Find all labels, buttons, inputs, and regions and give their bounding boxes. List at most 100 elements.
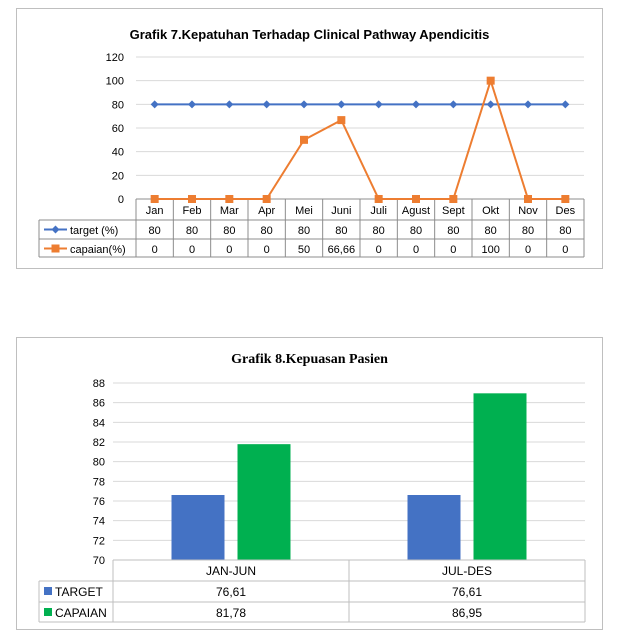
y-tick-label: 60: [112, 123, 124, 135]
legend-label: target (%): [70, 225, 118, 237]
x-tick-label: Mar: [220, 205, 239, 217]
data-label: 0: [562, 244, 568, 256]
x-tick-label: Mei: [295, 205, 313, 217]
data-label: 80: [298, 225, 310, 237]
data-point: [225, 100, 234, 109]
data-label: 76,61: [452, 585, 482, 599]
data-point: [412, 100, 420, 109]
data-point: [374, 100, 383, 109]
data-point: [262, 195, 271, 203]
data-point: [524, 100, 532, 109]
chart-patient-satisfaction: Grafik 8.Kepuasan Pasien 70 72 74 76 78 80 82 8…: [16, 337, 603, 630]
y-tick-label: 74: [93, 516, 105, 528]
data-label: 86,95: [452, 606, 482, 620]
x-tick-label: Sept: [442, 205, 465, 217]
data-point: [188, 195, 196, 203]
y-tick-label: 84: [93, 417, 105, 429]
data-label: 50: [298, 244, 310, 256]
data-label: 80: [522, 225, 534, 237]
data-point: [300, 100, 308, 109]
data-label: 80: [261, 225, 273, 237]
data-point: [262, 100, 271, 109]
y-tick-label: 0: [118, 194, 124, 206]
legend-swatch: [44, 608, 52, 616]
data-label: 80: [373, 225, 385, 237]
data-label: 0: [450, 244, 456, 256]
y-tick-label: 76: [93, 496, 105, 508]
data-label: 81,78: [216, 606, 246, 620]
x-tick-label: Okt: [482, 205, 499, 217]
data-label: 76,61: [216, 585, 246, 599]
legend-swatch: [44, 587, 52, 595]
data-label: 80: [335, 225, 347, 237]
legend-label: CAPAIAN: [55, 606, 107, 620]
x-tick-label: Feb: [183, 205, 202, 217]
legend-label: capaian(%): [70, 244, 126, 256]
data-label: 80: [186, 225, 198, 237]
y-tick-label: 70: [93, 555, 105, 567]
data-point: [561, 195, 570, 203]
x-tick-label: Des: [556, 205, 576, 217]
legend-label: TARGET: [55, 585, 103, 599]
x-tick-label: JUL-DES: [442, 564, 492, 578]
data-label: 0: [189, 244, 195, 256]
x-tick-label: Nov: [518, 205, 538, 217]
y-tick-label: 80: [112, 99, 124, 111]
data-label: 0: [413, 244, 419, 256]
data-label: 80: [485, 225, 497, 237]
data-label: 80: [410, 225, 422, 237]
data-label: 0: [152, 244, 158, 256]
data-point: [486, 76, 495, 85]
data-point: [225, 195, 234, 203]
y-tick-label: 82: [93, 437, 105, 449]
y-tick-label: 20: [112, 170, 124, 182]
legend-marker: [51, 225, 60, 234]
data-point: [449, 100, 458, 109]
data-label: 0: [226, 244, 232, 256]
x-tick-label: JAN-JUN: [206, 564, 256, 578]
series-line: [154, 77, 566, 200]
x-tick-label: Juni: [331, 205, 351, 217]
data-point: [374, 195, 383, 203]
data-point: [150, 195, 159, 203]
data-point: [337, 116, 346, 125]
data-label: 0: [264, 244, 270, 256]
y-tick-label: 78: [93, 476, 105, 488]
data-label: 80: [149, 225, 161, 237]
data-point: [337, 100, 346, 109]
data-point: [486, 100, 495, 109]
chart-clinical-pathway: Grafik 7.Kepatuhan Terhadap Clinical Pat…: [16, 8, 603, 269]
data-point: [412, 195, 420, 203]
x-tick-label: Agust: [402, 205, 430, 217]
bar: [407, 495, 461, 560]
y-tick-label: 88: [93, 378, 105, 390]
data-label: 80: [447, 225, 459, 237]
chart-plot-area: 0 20 40 60 80 100 120 Jan Feb Mar Apr Mei Juni Juli Ag…: [38, 52, 585, 258]
x-tick-label: Juli: [370, 205, 387, 217]
data-point: [150, 100, 159, 109]
bar: [473, 393, 527, 560]
chart-plot-area: 70 72 74 76 78 80 82 84 86 88 JAN-JUN JUL-DES TARGET…: [38, 378, 586, 623]
legend-marker: [51, 244, 60, 253]
x-tick-label: Apr: [258, 205, 275, 217]
data-label: 66,66: [328, 244, 356, 256]
data-point: [524, 195, 532, 203]
bar: [237, 444, 291, 560]
bar: [171, 495, 225, 560]
y-tick-label: 100: [106, 76, 124, 88]
data-point: [561, 100, 570, 109]
data-point: [300, 135, 308, 144]
data-label: 80: [223, 225, 235, 237]
data-label: 80: [559, 225, 571, 237]
chart-title: Grafik 7.Kepatuhan Terhadap Clinical Pat…: [129, 27, 490, 42]
y-tick-label: 40: [112, 147, 124, 159]
y-tick-label: 120: [106, 52, 124, 64]
y-tick-label: 86: [93, 398, 105, 410]
data-label: 0: [376, 244, 382, 256]
y-tick-label: 72: [93, 535, 105, 547]
chart-title: Grafik 8.Kepuasan Pasien: [231, 352, 388, 367]
y-tick-label: 80: [93, 457, 105, 469]
data-label: 100: [481, 244, 499, 256]
data-point: [188, 100, 196, 109]
data-point: [449, 195, 458, 203]
